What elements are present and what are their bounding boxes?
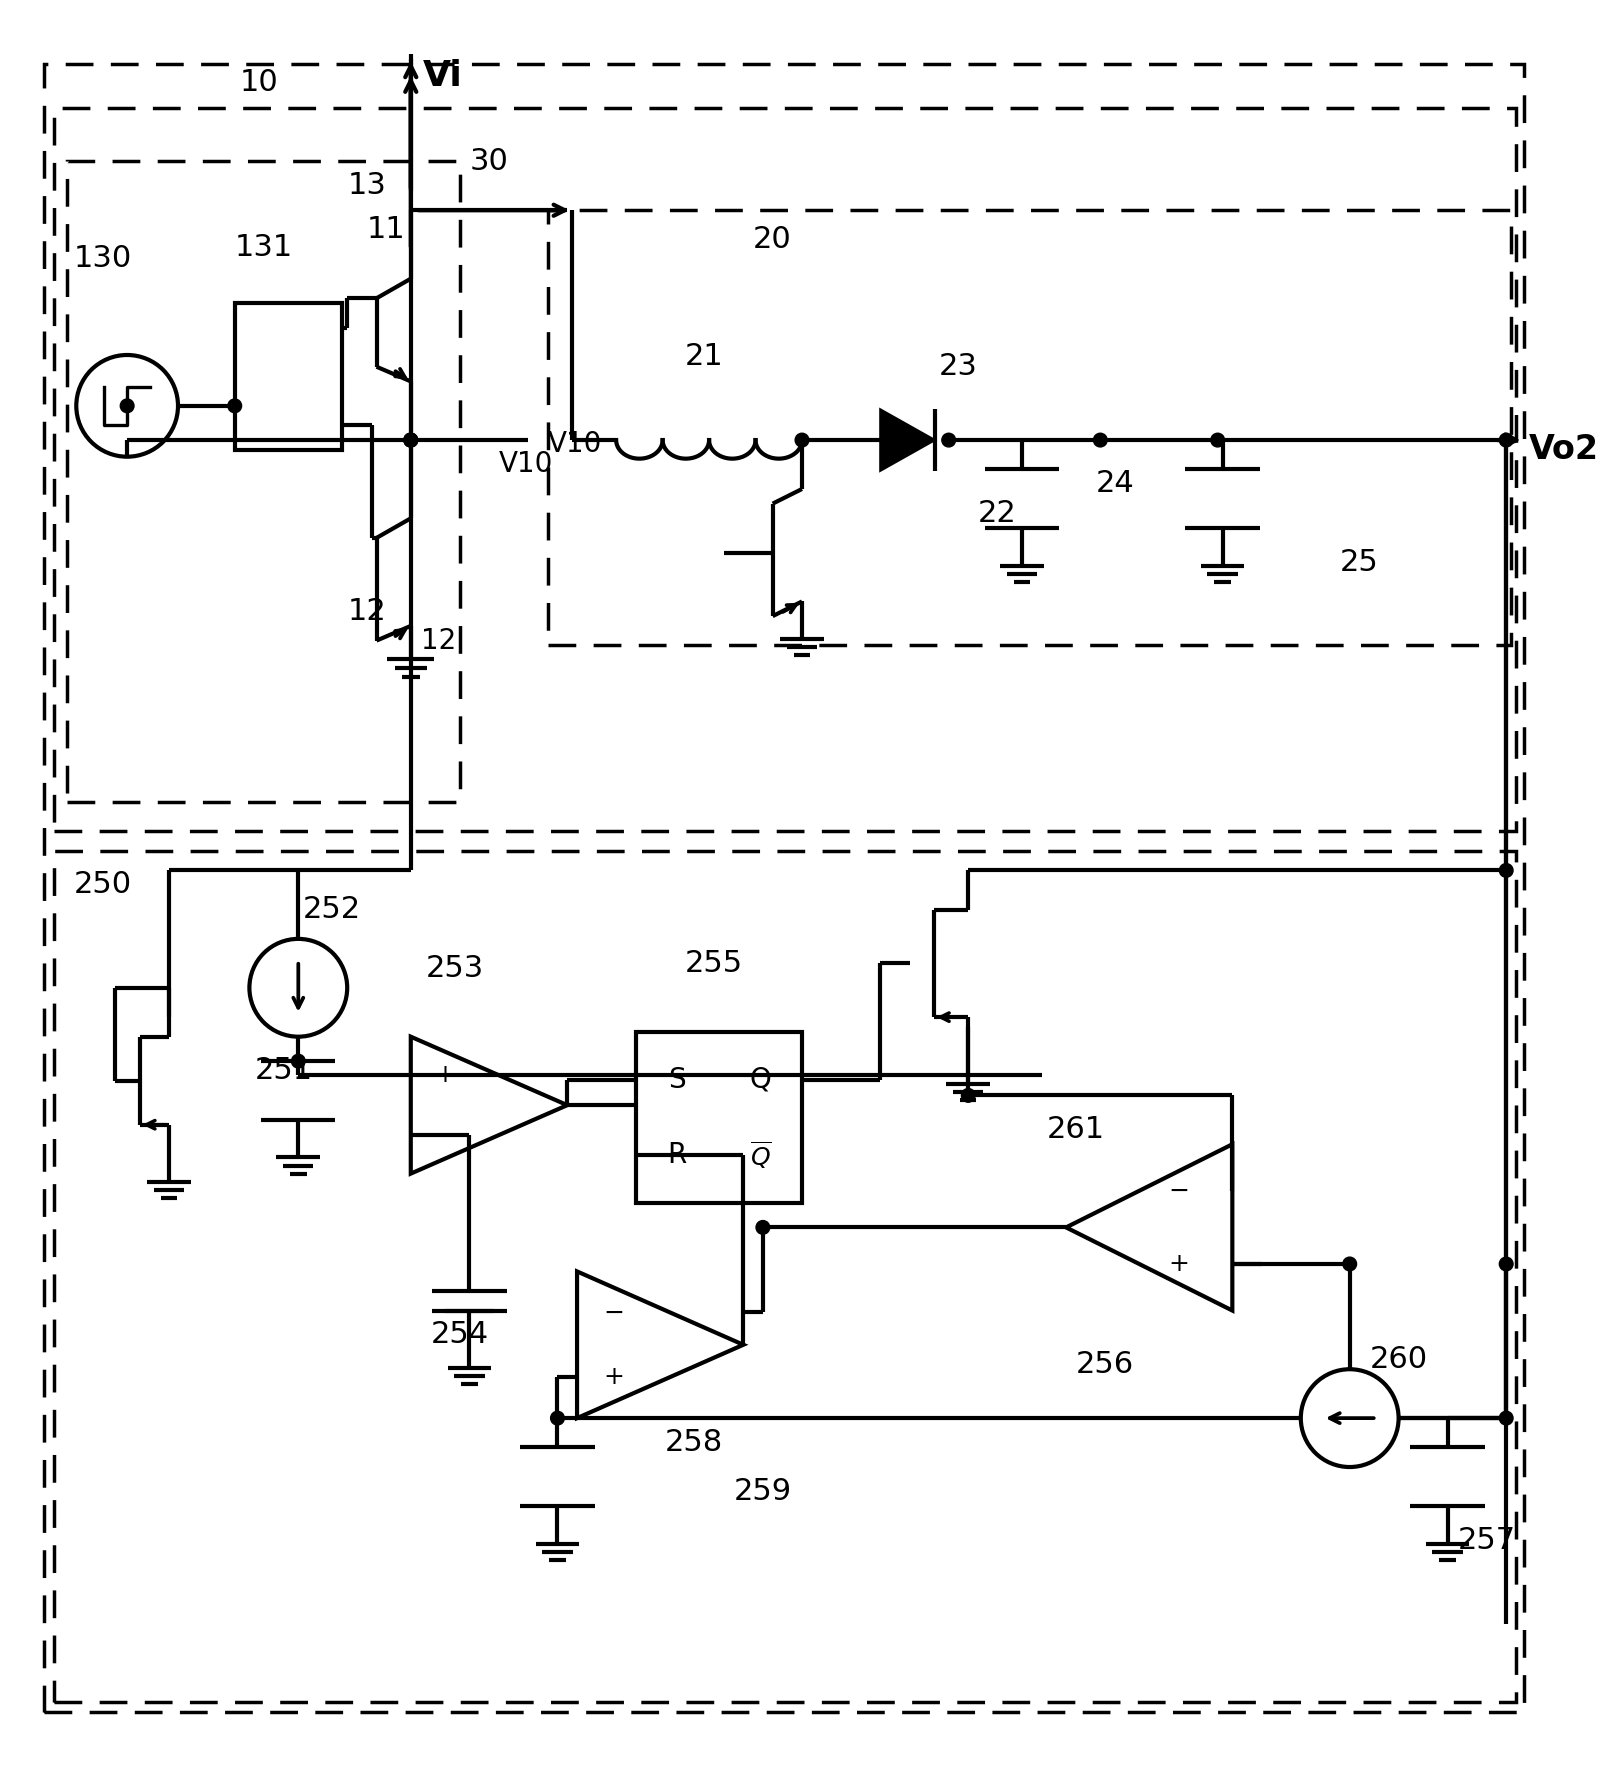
Text: 23: 23: [939, 352, 978, 380]
Text: Vo2: Vo2: [1529, 434, 1598, 466]
Text: 254: 254: [430, 1321, 489, 1350]
Text: 21: 21: [684, 343, 723, 372]
Text: 11: 11: [367, 215, 406, 244]
Text: 253: 253: [425, 953, 484, 983]
Circle shape: [1499, 1412, 1513, 1424]
Text: 258: 258: [665, 1428, 723, 1456]
Text: −: −: [434, 1124, 455, 1147]
Text: 12: 12: [420, 628, 455, 656]
Text: 251: 251: [255, 1056, 313, 1085]
Text: Q: Q: [750, 1065, 771, 1093]
Circle shape: [1343, 1257, 1356, 1271]
Circle shape: [404, 434, 418, 446]
Text: R: R: [668, 1141, 688, 1168]
Circle shape: [795, 434, 810, 446]
Circle shape: [404, 434, 418, 446]
Text: 131: 131: [234, 233, 293, 261]
Text: $\overline{Q}$: $\overline{Q}$: [750, 1140, 771, 1172]
Text: V10: V10: [548, 430, 603, 459]
Circle shape: [943, 434, 955, 446]
Circle shape: [1210, 434, 1225, 446]
Text: S: S: [668, 1065, 686, 1093]
Text: 256: 256: [1076, 1350, 1133, 1378]
Text: 252: 252: [303, 894, 361, 925]
Text: 10: 10: [239, 68, 279, 98]
Circle shape: [757, 1220, 769, 1234]
Text: 250: 250: [74, 871, 131, 900]
Text: 259: 259: [734, 1478, 792, 1506]
Text: 261: 261: [1047, 1115, 1104, 1143]
Text: −: −: [603, 1300, 624, 1325]
Text: +: +: [1169, 1252, 1189, 1277]
Text: −: −: [1169, 1179, 1189, 1204]
Circle shape: [1499, 434, 1513, 446]
Text: +: +: [434, 1063, 455, 1086]
Text: 30: 30: [470, 148, 508, 176]
Text: 255: 255: [684, 949, 742, 978]
Circle shape: [1499, 864, 1513, 877]
Polygon shape: [880, 409, 935, 471]
Circle shape: [962, 1088, 975, 1102]
Text: V10: V10: [499, 450, 553, 478]
Text: +: +: [603, 1366, 624, 1389]
Circle shape: [292, 1054, 305, 1069]
Text: 24: 24: [1095, 469, 1135, 498]
Circle shape: [228, 398, 242, 412]
Text: 20: 20: [753, 224, 792, 254]
Circle shape: [551, 1412, 564, 1424]
Text: 130: 130: [74, 244, 131, 274]
Text: 22: 22: [978, 500, 1016, 528]
Text: 12: 12: [348, 597, 386, 626]
Circle shape: [1093, 434, 1108, 446]
Circle shape: [1499, 1257, 1513, 1271]
Circle shape: [120, 398, 135, 412]
Text: 13: 13: [348, 171, 386, 201]
Text: 257: 257: [1457, 1526, 1515, 1554]
Text: Vi: Vi: [423, 59, 462, 92]
Text: 25: 25: [1340, 548, 1379, 576]
Text: 260: 260: [1369, 1344, 1427, 1374]
Circle shape: [404, 434, 418, 446]
